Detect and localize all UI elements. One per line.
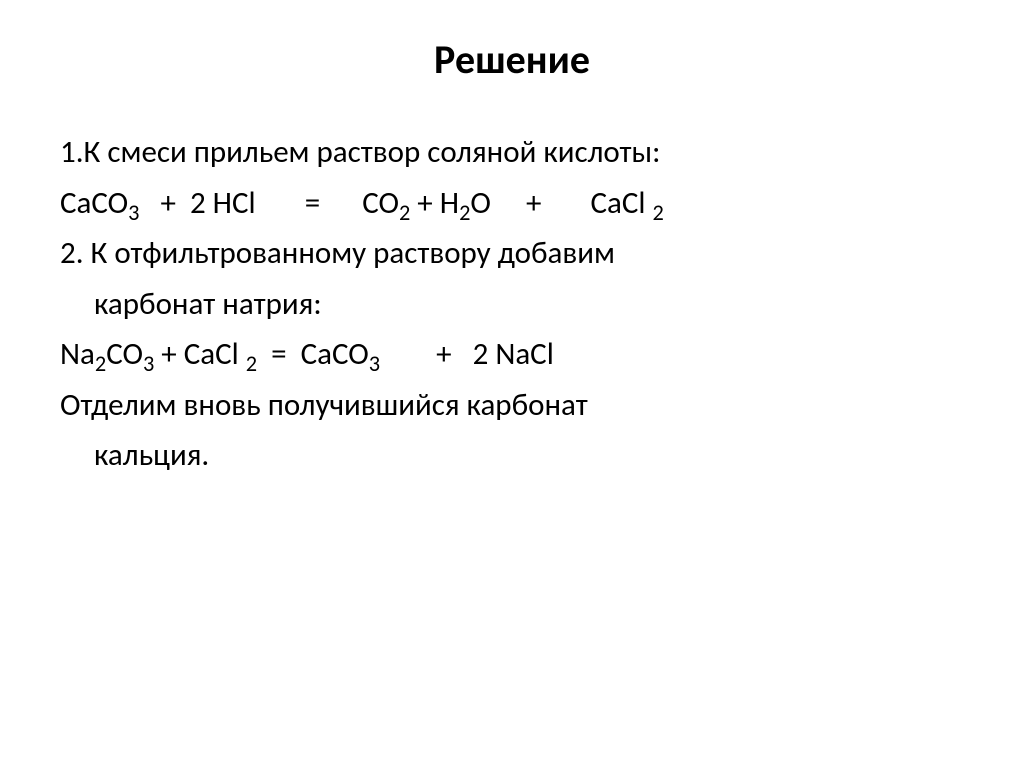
slide: Решение 1.К смеси прильем раствор соляно… [0, 0, 1024, 768]
eq2-sub: 3 [369, 350, 380, 377]
eq2-part: = CaCO [257, 335, 369, 373]
eq1-sub: 3 [128, 199, 139, 226]
eq1-part: + H [410, 184, 459, 222]
equation-2: Na2CO3 + CaCl 2 = CaCO3 + 2 NaCl [60, 331, 964, 378]
eq2-part: + 2 NaCl [380, 335, 554, 373]
eq2-part: CO [106, 335, 143, 373]
eq2-sub: 2 [95, 350, 106, 377]
eq2-part: Na [60, 335, 95, 373]
eq2-sub: 3 [143, 350, 154, 377]
line-3: 2. К отфильтрованному раствору добавим [60, 230, 964, 277]
eq1-sub: 2 [653, 199, 664, 226]
line-5b: кальция. [60, 432, 964, 479]
line-5: Отделим вновь получившийся карбонат [60, 382, 964, 429]
line-3b: карбонат натрия: [60, 281, 964, 328]
slide-title: Решение [60, 35, 964, 84]
eq1-part: O + CaCl [470, 184, 652, 222]
eq1-sub: 2 [399, 199, 410, 226]
eq1-sub: 2 [459, 199, 470, 226]
equation-1: CaCO3 + 2 HCl = CO2 + H2O + CaCl 2 [60, 180, 964, 227]
eq2-sub: 2 [246, 350, 257, 377]
eq1-part: + 2 HCl = CO [139, 184, 399, 222]
eq2-part: + CaCl [154, 335, 246, 373]
eq1-part: CaCO [60, 184, 128, 222]
line-1: 1.К смеси прильем раствор соляной кислот… [60, 129, 964, 176]
slide-body: 1.К смеси прильем раствор соляной кислот… [60, 129, 964, 479]
